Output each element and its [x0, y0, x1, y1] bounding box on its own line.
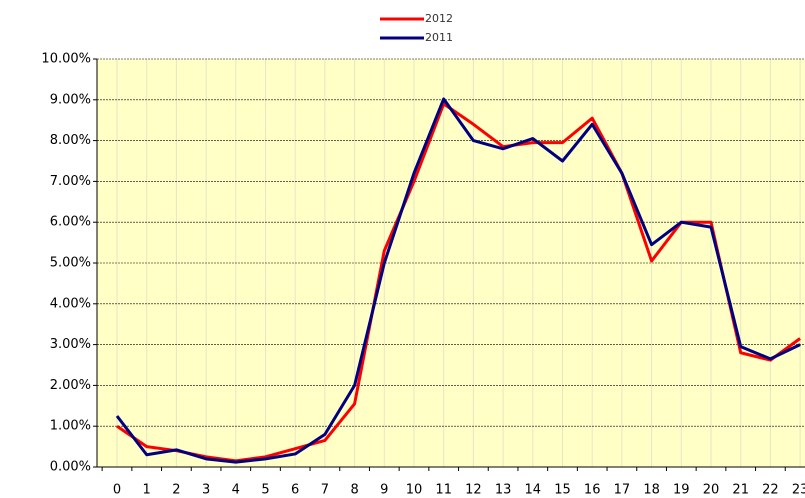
- x-tick-label: 18: [643, 483, 660, 498]
- x-tick-label: 5: [261, 483, 269, 498]
- y-tick-label: 4.00%: [50, 296, 91, 311]
- x-tick-label: 19: [673, 483, 690, 498]
- y-tick-label: 6.00%: [50, 215, 91, 230]
- y-tick-label: 2.00%: [50, 378, 91, 393]
- x-tick-label: 8: [350, 483, 358, 498]
- x-tick-label: 9: [380, 483, 388, 498]
- x-tick-label: 10: [406, 483, 423, 498]
- x-tick-label: 22: [762, 483, 779, 498]
- x-tick-label: 2: [172, 483, 180, 498]
- series-line: [115, 97, 801, 464]
- y-tick-label: 9.00%: [50, 92, 91, 107]
- legend-label: 2011: [425, 31, 453, 44]
- y-tick-label: 10.00%: [41, 52, 91, 67]
- x-tick-label: 11: [435, 483, 452, 498]
- x-tick-label: 16: [584, 483, 601, 498]
- x-tick-label: 20: [703, 483, 720, 498]
- x-tick-label: 4: [232, 483, 240, 498]
- x-tick-label: 1: [143, 483, 151, 498]
- x-tick-label: 23: [792, 483, 805, 498]
- x-tick-label: 13: [495, 483, 512, 498]
- y-tick-label: 7.00%: [50, 174, 91, 189]
- x-tick-label: 21: [732, 483, 749, 498]
- y-tick-label: 3.00%: [50, 337, 91, 352]
- x-tick-label: 0: [113, 483, 121, 498]
- x-tick-label: 12: [465, 483, 482, 498]
- x-tick-label: 17: [614, 483, 631, 498]
- x-tick-label: 3: [202, 483, 210, 498]
- x-tick-label: 14: [525, 483, 542, 498]
- y-tick-label: 8.00%: [50, 133, 91, 148]
- x-tick-label: 15: [554, 483, 571, 498]
- legend-label: 2012: [425, 12, 453, 25]
- y-tick-label: 0.00%: [50, 460, 91, 475]
- x-tick-label: 6: [291, 483, 299, 498]
- x-tick-label: 7: [321, 483, 329, 498]
- y-tick-label: 1.00%: [50, 419, 91, 434]
- y-tick-label: 5.00%: [50, 256, 91, 271]
